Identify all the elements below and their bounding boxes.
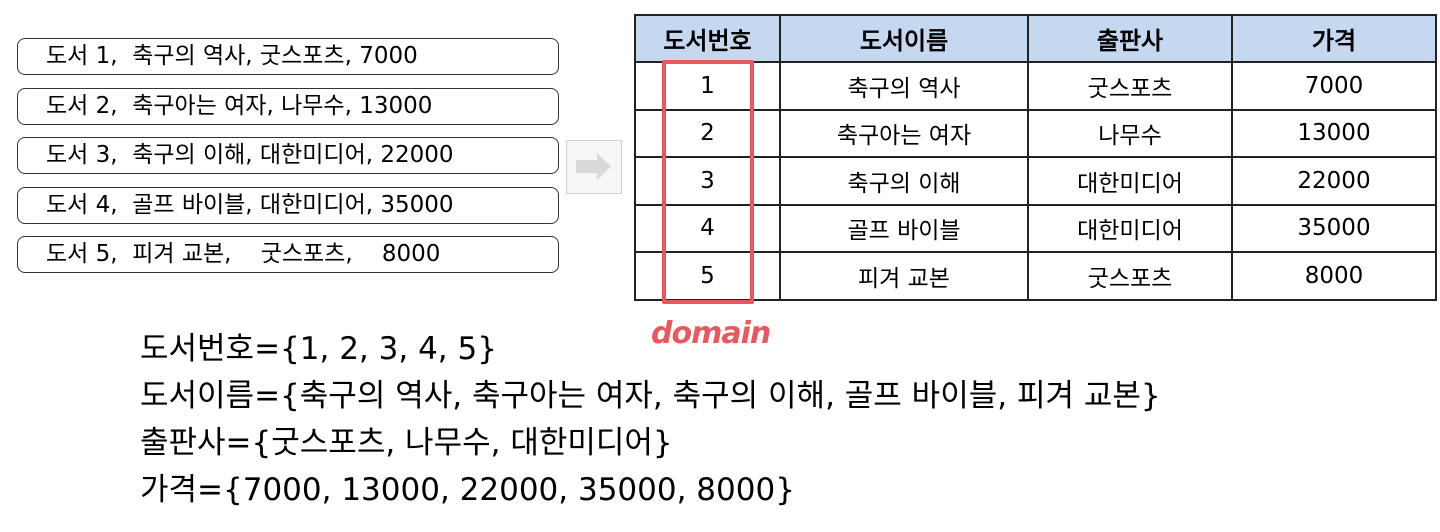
table-cell: 대한미디어 [1027, 203, 1233, 253]
table-row: 5 피겨 교본 굿스포츠 8000 [634, 251, 1437, 301]
table-cell: 13000 [1231, 108, 1437, 158]
table-cell: 골프 바이블 [779, 203, 1029, 253]
table-row: 2 축구아는 여자 나무수 13000 [634, 108, 1437, 158]
column-header: 도서이름 [779, 14, 1029, 63]
right-arrow-icon [566, 140, 622, 194]
table-cell: 35000 [1231, 203, 1437, 253]
table-cell: 대한미디어 [1027, 156, 1233, 206]
table-cell: 굿스포츠 [1027, 61, 1233, 111]
table-cell: 5 [634, 251, 781, 301]
domain-definition-line: 도서번호={1, 2, 3, 4, 5} [140, 331, 497, 367]
table-cell: 축구아는 여자 [779, 108, 1029, 158]
table-row: 3 축구의 이해 대한미디어 22000 [634, 156, 1437, 206]
table-cell: 2 [634, 108, 781, 158]
table-row: 4 골프 바이블 대한미디어 35000 [634, 203, 1437, 253]
table-row: 1 축구의 역사 굿스포츠 7000 [634, 61, 1437, 111]
domain-definitions: 도서번호={1, 2, 3, 4, 5} 도서이름={축구의 역사, 축구아는 … [140, 326, 1161, 514]
table-cell: 22000 [1231, 156, 1437, 206]
column-header: 도서번호 [634, 14, 781, 63]
domain-definition-line: 출판사={굿스포츠, 나무수, 대한미디어} [140, 425, 673, 461]
table-cell: 굿스포츠 [1027, 251, 1233, 301]
table-cell: 8000 [1231, 251, 1437, 301]
record-box: 도서 3, 축구의 이해, 대한미디어, 22000 [17, 137, 559, 174]
column-header: 출판사 [1027, 14, 1233, 63]
table-cell: 축구의 역사 [779, 61, 1029, 111]
domain-highlight-box [662, 60, 754, 304]
table-cell: 7000 [1231, 61, 1437, 111]
table-cell: 피겨 교본 [779, 251, 1029, 301]
column-header: 가격 [1231, 14, 1437, 63]
table-cell: 나무수 [1027, 108, 1233, 158]
record-box: 도서 4, 골프 바이블, 대한미디어, 35000 [17, 186, 559, 224]
book-relation-table: 도서번호 도서이름 출판사 가격 1 축구의 역사 굿스포츠 7000 2 축구… [634, 14, 1437, 301]
record-list: 도서 1, 축구의 역사, 굿스포츠, 7000 도서 2, 축구아는 여자, … [17, 38, 559, 286]
record-box: 도서 2, 축구아는 여자, 나무수, 13000 [17, 87, 559, 125]
table-cell: 1 [634, 61, 781, 111]
table-header-row: 도서번호 도서이름 출판사 가격 [634, 14, 1437, 63]
domain-annotation-label: domain [651, 316, 771, 351]
table-cell: 3 [634, 156, 781, 206]
table-cell: 4 [634, 203, 781, 253]
domain-definition-line: 가격={7000, 13000, 22000, 35000, 8000} [140, 472, 795, 508]
domain-definition-line: 도서이름={축구의 역사, 축구아는 여자, 축구의 이해, 골프 바이블, 피… [140, 378, 1161, 414]
record-box: 도서 5, 피겨 교본, 굿스포츠, 8000 [17, 236, 559, 273]
record-box: 도서 1, 축구의 역사, 굿스포츠, 7000 [17, 38, 559, 75]
table-cell: 축구의 이해 [779, 156, 1029, 206]
